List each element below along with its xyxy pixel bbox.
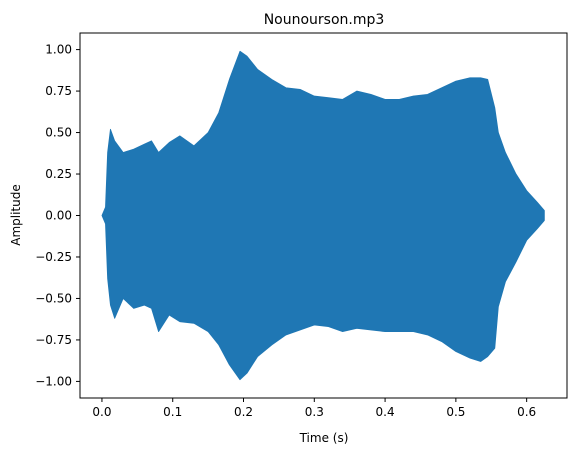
y-tick-label: 0.50 — [45, 126, 72, 140]
x-tick-label: 0.3 — [305, 405, 324, 419]
y-tick-label: 1.00 — [45, 43, 72, 57]
waveform-series — [102, 51, 544, 380]
x-tick-label: 0.1 — [163, 405, 182, 419]
x-tick-label: 0.4 — [376, 405, 395, 419]
y-tick-label: −0.25 — [35, 250, 72, 264]
x-axis-label: Time (s) — [299, 431, 349, 445]
plot-area — [102, 51, 544, 380]
x-tick-label: 0.5 — [446, 405, 465, 419]
x-tick-label: 0.2 — [234, 405, 253, 419]
y-tick-label: 0.00 — [45, 209, 72, 223]
y-axis-label: Amplitude — [9, 184, 23, 246]
x-tick-label: 0.6 — [517, 405, 536, 419]
y-tick-label: −1.00 — [35, 374, 72, 388]
y-tick-label: 0.75 — [45, 84, 72, 98]
y-tick-label: −0.75 — [35, 333, 72, 347]
x-tick-label: 0.0 — [92, 405, 111, 419]
y-tick-label: −0.50 — [35, 291, 72, 305]
chart-title: Nounourson.mp3 — [264, 12, 385, 28]
y-tick-label: 0.25 — [45, 167, 72, 181]
